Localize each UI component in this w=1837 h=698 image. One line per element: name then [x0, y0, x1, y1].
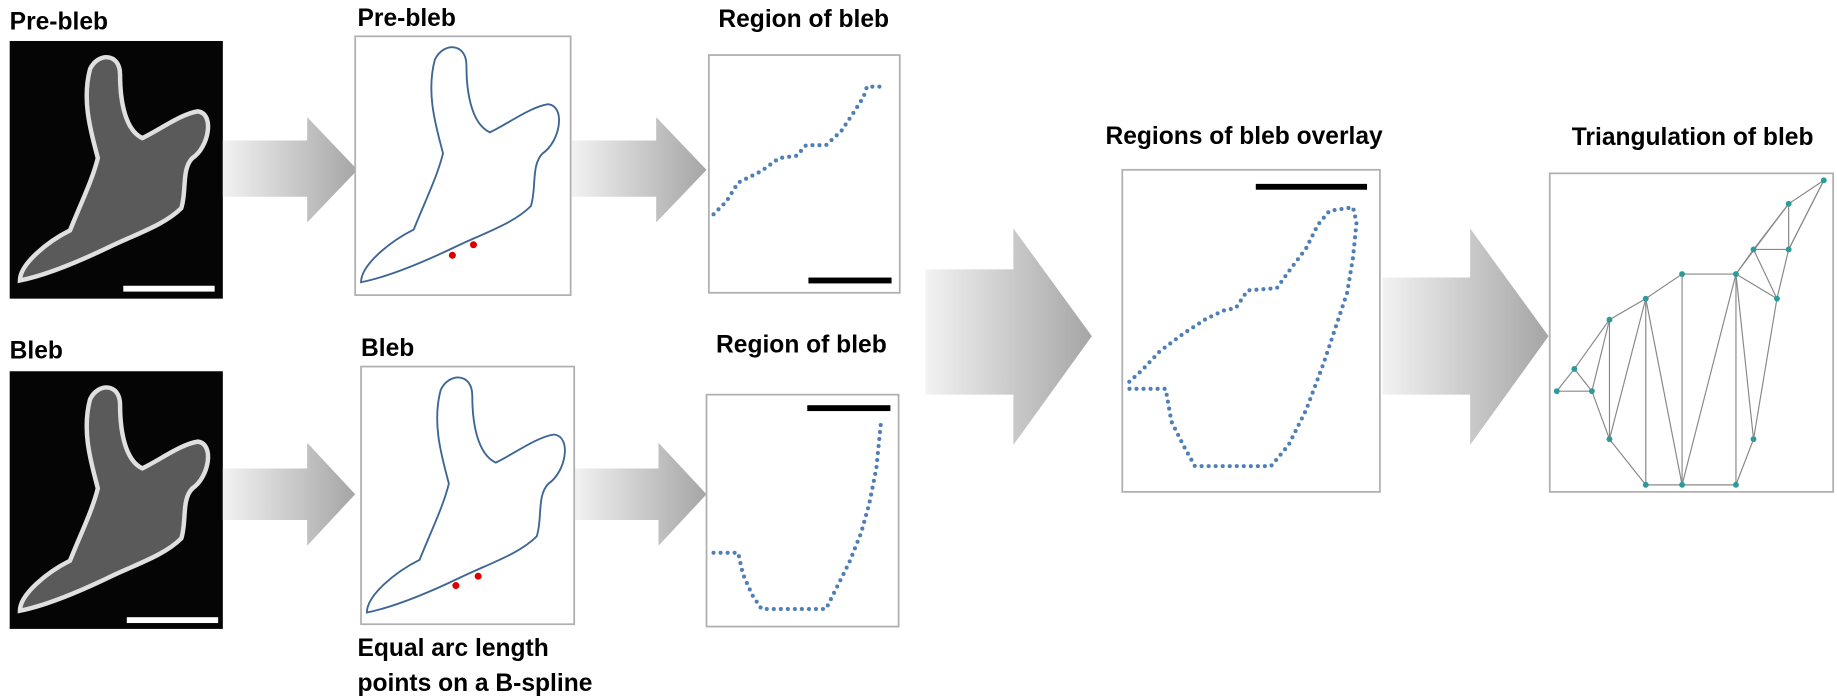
caption: Equal arc length [358, 635, 549, 662]
panel-title: Pre-bleb [10, 8, 108, 35]
region-pre [709, 55, 900, 293]
triangulation [1550, 173, 1833, 492]
overlay [1122, 170, 1380, 492]
panel-title: Pre-bleb [358, 5, 456, 32]
panel-title: Bleb [361, 335, 414, 362]
panel-title: Bleb [10, 337, 63, 364]
panel-title: Regions of bleb overlay [1105, 123, 1383, 150]
panel-title: Region of bleb [718, 6, 889, 33]
micro-pre [10, 41, 223, 299]
figure: Pre-bleb Bleb Pre-bleb Bleb Equal arc le… [0, 0, 1837, 698]
panel-title: Triangulation of bleb [1572, 124, 1814, 151]
spline-bleb [361, 367, 574, 625]
spline-pre [355, 36, 570, 295]
micro-bleb [10, 371, 223, 629]
caption: points on a B-spline [358, 670, 593, 697]
region-bleb [707, 395, 899, 627]
panel-title: Region of bleb [716, 332, 887, 359]
page: Pre-bleb Bleb Pre-bleb Bleb Equal arc le… [0, 0, 1837, 698]
